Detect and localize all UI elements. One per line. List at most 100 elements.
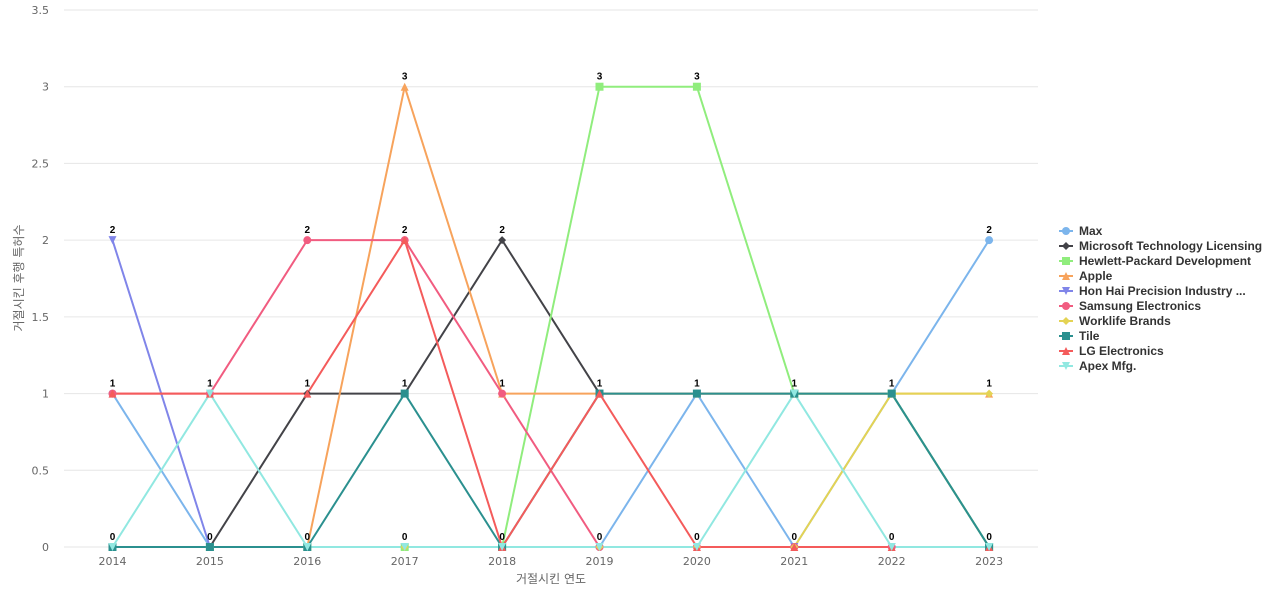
x-tick-label: 2016 bbox=[293, 555, 321, 568]
data-label: 0 bbox=[110, 532, 116, 543]
data-label: 1 bbox=[792, 379, 798, 390]
data-label: 0 bbox=[305, 532, 311, 543]
data-label: 0 bbox=[499, 532, 505, 543]
x-tick-label: 2018 bbox=[488, 555, 516, 568]
data-point bbox=[790, 389, 799, 398]
legend-item[interactable]: Tile bbox=[1059, 329, 1100, 343]
data-label: 1 bbox=[207, 379, 213, 390]
data-point bbox=[498, 236, 507, 245]
y-axis-ticks: 0 0.5 1 1.5 2 2.5 3 3.5 bbox=[32, 4, 50, 554]
data-label: 0 bbox=[792, 532, 798, 543]
data-label: 2 bbox=[986, 225, 992, 236]
x-tick-label: 2015 bbox=[196, 555, 224, 568]
y-axis-title: 거절시킨 후행 특허수 bbox=[11, 225, 26, 332]
data-point bbox=[692, 389, 701, 398]
data-point bbox=[595, 82, 604, 91]
data-point bbox=[108, 389, 117, 398]
legend-marker bbox=[1062, 242, 1070, 250]
data-point bbox=[108, 543, 117, 551]
x-tick-label: 2021 bbox=[780, 555, 808, 568]
legend-label: Samsung Electronics bbox=[1079, 299, 1201, 313]
legend-item[interactable]: Worklife Brands bbox=[1059, 314, 1171, 328]
legend-label: Hewlett-Packard Development bbox=[1079, 254, 1251, 268]
data-label: 2 bbox=[305, 225, 311, 236]
legend-item[interactable]: Samsung Electronics bbox=[1059, 299, 1201, 313]
x-tick-label: 2014 bbox=[99, 555, 127, 568]
legend-item[interactable]: Max bbox=[1059, 224, 1103, 238]
y-tick-label: 3 bbox=[42, 81, 49, 94]
data-point bbox=[985, 543, 994, 551]
series-line bbox=[111, 392, 990, 548]
data-labels: 2 1 0 1 0 2 1 0 3 2 1 0 2 1 0 3 1 0 3 1 0 1 0 1 0 2 1 0 bbox=[110, 72, 993, 543]
legend-marker bbox=[1062, 347, 1070, 355]
legend-marker bbox=[1062, 257, 1070, 265]
data-label: 2 bbox=[110, 225, 116, 236]
legend-item[interactable]: Apple bbox=[1059, 269, 1113, 283]
data-label: 3 bbox=[694, 72, 700, 83]
legend-marker bbox=[1062, 317, 1070, 325]
data-label: 1 bbox=[694, 379, 700, 390]
legend-label: Worklife Brands bbox=[1079, 314, 1171, 328]
data-label: 1 bbox=[986, 379, 992, 390]
data-label: 1 bbox=[597, 379, 603, 390]
data-point bbox=[790, 543, 799, 551]
data-point bbox=[692, 82, 701, 91]
x-axis-ticks: 2014 2015 2016 2017 2018 2019 2020 2021 2022 2023 bbox=[99, 555, 1004, 568]
data-point bbox=[108, 236, 117, 245]
legend-label: Max bbox=[1079, 224, 1103, 238]
legend-marker bbox=[1062, 362, 1070, 370]
data-point bbox=[985, 236, 994, 245]
data-point bbox=[692, 543, 701, 551]
legend-item[interactable]: Hon Hai Precision Industry ... bbox=[1059, 284, 1246, 298]
series-lines bbox=[111, 85, 990, 548]
legend-item[interactable]: Microsoft Technology Licensing bbox=[1059, 239, 1262, 253]
data-point bbox=[400, 543, 409, 551]
data-point bbox=[303, 389, 312, 398]
y-tick-label: 1.5 bbox=[32, 311, 50, 324]
data-point bbox=[595, 543, 604, 551]
data-label: 2 bbox=[499, 225, 505, 236]
legend-item[interactable]: Apex Mfg. bbox=[1059, 359, 1136, 373]
data-point bbox=[303, 236, 312, 245]
data-label: 1 bbox=[889, 379, 895, 390]
series-line bbox=[112, 239, 990, 548]
data-label: 0 bbox=[694, 532, 700, 543]
data-point bbox=[595, 389, 604, 398]
y-tick-label: 2 bbox=[42, 234, 49, 247]
data-label: 0 bbox=[402, 532, 408, 543]
data-point bbox=[498, 543, 507, 551]
series-markers bbox=[108, 82, 994, 551]
data-label: 0 bbox=[986, 532, 992, 543]
legend-label: Hon Hai Precision Industry ... bbox=[1079, 284, 1246, 298]
data-label: 0 bbox=[889, 532, 895, 543]
x-tick-label: 2020 bbox=[683, 555, 711, 568]
data-point bbox=[985, 389, 994, 398]
data-label: 3 bbox=[402, 72, 408, 83]
legend-label: LG Electronics bbox=[1079, 344, 1164, 358]
legend-item[interactable]: Hewlett-Packard Development bbox=[1059, 254, 1251, 268]
data-label: 3 bbox=[597, 72, 603, 83]
data-point bbox=[400, 82, 409, 91]
data-point bbox=[887, 543, 896, 551]
x-tick-label: 2022 bbox=[878, 555, 906, 568]
data-label: 0 bbox=[597, 532, 603, 543]
y-tick-label: 0 bbox=[42, 541, 49, 554]
data-point bbox=[205, 543, 214, 551]
legend-label: Apple bbox=[1079, 269, 1113, 283]
y-tick-label: 2.5 bbox=[32, 157, 50, 170]
legend-marker bbox=[1062, 332, 1070, 340]
data-label: 1 bbox=[110, 379, 116, 390]
data-label: 1 bbox=[305, 379, 311, 390]
legend-label: Tile bbox=[1079, 329, 1100, 343]
data-point bbox=[400, 389, 409, 398]
data-point bbox=[400, 236, 409, 245]
x-tick-label: 2023 bbox=[975, 555, 1003, 568]
data-point bbox=[498, 389, 507, 398]
legend-label: Microsoft Technology Licensing bbox=[1079, 239, 1262, 253]
data-label: 1 bbox=[402, 379, 408, 390]
gridlines bbox=[64, 9, 1038, 548]
x-axis-title: 거절시킨 연도 bbox=[516, 572, 586, 586]
legend-item[interactable]: LG Electronics bbox=[1059, 344, 1164, 358]
